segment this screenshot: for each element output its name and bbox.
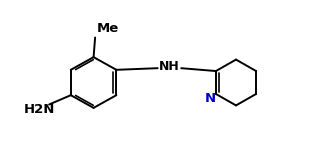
Text: NH: NH (159, 60, 180, 73)
Text: H2N: H2N (24, 103, 55, 116)
Text: N: N (205, 92, 216, 105)
Text: Me: Me (97, 22, 119, 35)
